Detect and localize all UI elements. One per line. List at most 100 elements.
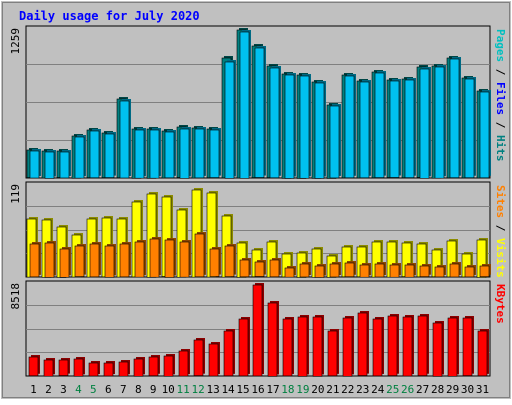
bar-files-4 [74, 136, 85, 179]
bar-files-9 [149, 129, 160, 179]
x-label-14: 14 [221, 383, 235, 396]
x-label-7: 7 [120, 383, 127, 396]
bar-sites-27 [419, 265, 430, 278]
panel-kbytes: 8518 KBytes [9, 280, 507, 377]
bar-files-30 [464, 78, 475, 179]
bar-visits-13 [206, 192, 217, 278]
bar-files-18 [284, 74, 295, 179]
bar-sites-23 [359, 264, 370, 278]
bar-files-5 [89, 130, 100, 179]
bar-files-29 [449, 58, 460, 179]
bar-files-20 [314, 82, 325, 179]
bar-sites-14 [224, 245, 235, 277]
bar-sites-29 [449, 263, 460, 278]
bar-kbytes-11 [178, 350, 189, 377]
legend-kbytes: KBytes [494, 284, 507, 324]
bar-sites-10 [164, 239, 175, 278]
bar-kbytes-30 [462, 317, 473, 376]
x-label-18: 18 [281, 383, 294, 396]
bar-files-8 [134, 129, 145, 179]
bar-kbytes-5 [88, 362, 99, 377]
x-label-16: 16 [251, 383, 264, 396]
x-label-31: 31 [476, 383, 489, 396]
x-label-20: 20 [311, 383, 324, 396]
x-label-29: 29 [446, 383, 459, 396]
bar-files-16 [254, 47, 265, 178]
bar-files-7 [119, 100, 130, 179]
panel-visits-sites: 119 Sites / Visits [9, 181, 507, 278]
bar-kbytes-9 [148, 356, 159, 377]
bar-sites-1 [29, 243, 40, 278]
x-label-9: 9 [150, 383, 157, 396]
bar-sites-31 [479, 265, 490, 278]
bar-sites-2 [44, 242, 55, 278]
x-label-5: 5 [90, 383, 97, 396]
bar-kbytes-8 [133, 358, 144, 377]
x-label-3: 3 [60, 383, 67, 396]
bar-sites-9 [149, 238, 160, 278]
bar-sites-19 [299, 263, 310, 278]
legend-part-kbytes-0: KBytes [494, 284, 507, 324]
bar-files-27 [419, 68, 430, 179]
bar-sites-13 [209, 248, 220, 277]
bar-kbytes-19 [297, 316, 308, 377]
x-label-1: 1 [30, 383, 37, 396]
bar-files-26 [404, 79, 415, 178]
bar-kbytes-6 [103, 362, 114, 377]
bar-kbytes-28 [432, 322, 443, 377]
x-label-24: 24 [371, 383, 385, 396]
series-sites [29, 232, 491, 278]
legend-part-visits-sites-1: / [494, 218, 507, 238]
bar-sites-7 [119, 243, 130, 278]
bar-sites-6 [104, 245, 115, 278]
legend-part-hits-files-pages-4: Hits [494, 135, 507, 162]
bar-files-11 [179, 128, 190, 179]
x-label-30: 30 [461, 383, 474, 396]
bar-kbytes-21 [327, 330, 338, 377]
bar-files-25 [389, 80, 400, 178]
bar-kbytes-26 [402, 316, 413, 377]
x-label-15: 15 [236, 383, 249, 396]
panel-hits-files-pages: 1259 Pages / Files / Hits [9, 25, 507, 179]
bar-kbytes-7 [118, 361, 129, 377]
bar-kbytes-14 [223, 330, 234, 377]
bar-sites-15 [239, 259, 250, 278]
x-label-4: 4 [75, 383, 82, 396]
chart-panels: 1259 Pages / Files / Hits 119 Sites / Visit… [9, 25, 507, 377]
bar-kbytes-25 [387, 315, 398, 377]
x-label-19: 19 [296, 383, 309, 396]
bar-files-31 [479, 91, 490, 179]
series-kbytes [28, 283, 489, 377]
x-label-12: 12 [192, 383, 205, 396]
legend-part-hits-files-pages-2: Files [494, 82, 507, 115]
bar-kbytes-17 [267, 302, 278, 377]
bar-files-3 [59, 151, 70, 179]
bar-files-21 [329, 105, 340, 179]
bar-files-6 [104, 133, 115, 178]
bar-kbytes-13 [208, 343, 219, 377]
legend-hits-files-pages: Pages / Files / Hits [494, 29, 507, 162]
bar-kbytes-16 [252, 284, 263, 377]
bar-sites-5 [89, 243, 100, 278]
bar-sites-26 [404, 264, 415, 278]
bar-sites-11 [179, 241, 190, 278]
x-label-8: 8 [135, 383, 142, 396]
x-label-26: 26 [401, 383, 414, 396]
legend-part-hits-files-pages-3: / [494, 115, 507, 135]
bar-files-1 [29, 150, 40, 179]
bar-files-15 [239, 31, 250, 179]
legend-part-visits-sites-0: Sites [494, 185, 507, 218]
ymax-label-kbytes: 8518 [9, 283, 22, 310]
bar-kbytes-22 [342, 317, 353, 377]
x-label-6: 6 [105, 383, 112, 396]
x-label-13: 13 [206, 383, 219, 396]
bar-sites-24 [374, 263, 385, 278]
bar-files-19 [299, 75, 310, 179]
bar-kbytes-15 [238, 318, 249, 377]
legend-part-visits-sites-2: Visits [494, 238, 507, 278]
bar-kbytes-31 [477, 330, 488, 377]
bar-sites-3 [59, 248, 70, 278]
ymax-label-hits-files-pages: 1259 [9, 28, 22, 55]
